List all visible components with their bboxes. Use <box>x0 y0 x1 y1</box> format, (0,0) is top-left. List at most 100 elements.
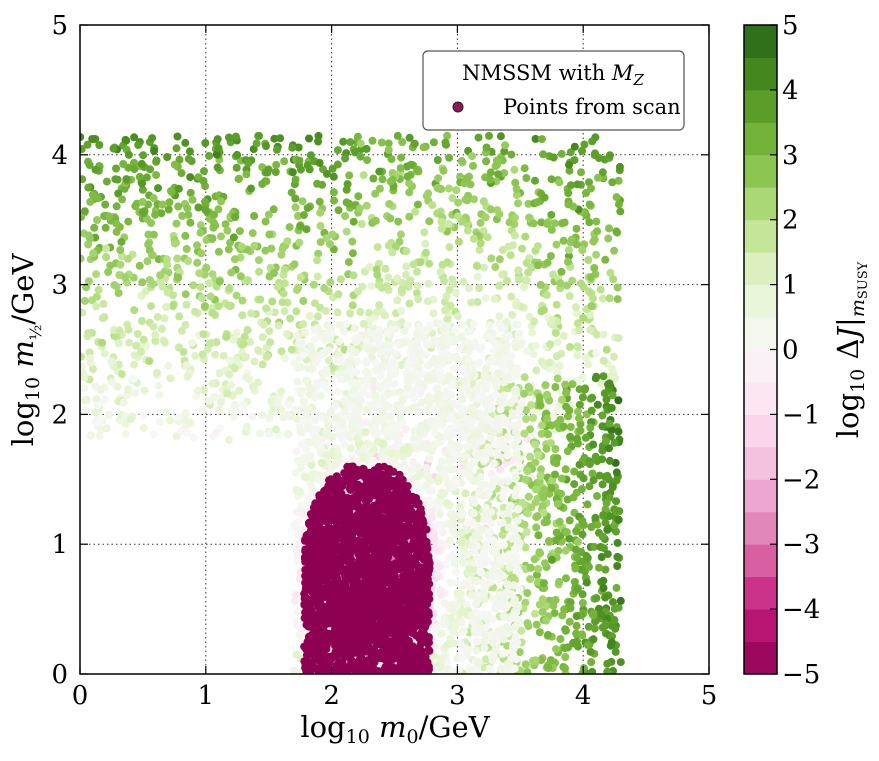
scatter-point <box>199 177 208 185</box>
scatter-point <box>444 519 453 528</box>
scatter-point <box>553 338 562 347</box>
scatter-point <box>568 380 577 389</box>
scatter-point <box>214 247 223 256</box>
scatter-point <box>365 263 374 272</box>
scatter-point <box>267 244 276 253</box>
scatter-point <box>507 150 516 159</box>
scatter-point <box>578 590 587 599</box>
scatter-point <box>584 256 593 264</box>
scatter-point <box>347 356 356 365</box>
scatter-point <box>588 393 597 402</box>
scatter-point <box>209 223 218 232</box>
scatter-point <box>560 605 569 614</box>
scatter-point <box>615 162 624 171</box>
scatter-point <box>500 612 509 621</box>
scatter-point <box>504 432 512 441</box>
scatter-point <box>286 412 295 421</box>
scatter-point <box>371 216 380 225</box>
scatter-point <box>475 245 484 254</box>
scatter-point <box>233 150 242 159</box>
scatter-point <box>440 324 448 333</box>
scatter-point <box>236 272 245 281</box>
scatter-point <box>445 243 454 252</box>
scatter-point <box>317 458 326 467</box>
scatter-point <box>561 664 569 673</box>
scatter-point <box>112 202 121 211</box>
scatter-point <box>472 608 480 617</box>
scatter-point <box>168 302 177 310</box>
scatter-point <box>572 629 581 638</box>
scatter-point <box>614 515 623 524</box>
scatter-point <box>502 317 511 326</box>
scatter-point <box>93 216 101 224</box>
scatter-point <box>575 460 584 469</box>
scatter-point <box>513 564 522 573</box>
scatter-point <box>214 205 223 214</box>
scatter-point <box>294 363 303 372</box>
scatter-point <box>441 448 450 457</box>
scatter-point <box>422 463 431 472</box>
scatter-point <box>130 133 139 142</box>
scatter-point <box>511 231 519 240</box>
scatter-point <box>572 612 581 621</box>
scatter-point <box>92 292 101 301</box>
scatter-point <box>498 246 507 254</box>
scatter-point <box>352 337 361 346</box>
scatter-point <box>608 178 617 187</box>
scatter-point <box>470 195 478 204</box>
scatter-point <box>445 153 454 162</box>
scatter-point <box>423 297 432 306</box>
scatter-point <box>598 294 607 303</box>
scatter-point <box>259 320 268 329</box>
scatter-point <box>457 538 466 547</box>
scatter-point <box>382 282 391 290</box>
scatter-point <box>616 404 625 413</box>
scatter-point <box>553 499 562 508</box>
scatter-point <box>589 635 598 644</box>
scatter-point <box>593 227 602 236</box>
scatter-point <box>521 660 530 669</box>
scatter-point <box>384 241 393 250</box>
scatter-point <box>550 458 558 466</box>
scatter-point <box>152 171 161 179</box>
scatter-point <box>80 254 85 263</box>
scatter-point <box>612 476 621 485</box>
scatter-point <box>514 199 522 208</box>
scatter-point <box>114 339 123 348</box>
scatter-point <box>543 414 551 423</box>
scatter-point <box>94 285 103 294</box>
scatter-point <box>605 224 613 233</box>
scatter-point <box>387 419 396 428</box>
scatter-point <box>210 210 218 219</box>
scatter-point <box>148 280 157 288</box>
scatter-point <box>247 184 255 193</box>
scatter-point <box>302 445 311 454</box>
scatter-point <box>208 379 217 388</box>
scatter-point <box>321 335 330 344</box>
scatter-point <box>513 485 522 493</box>
scatter-point <box>484 443 493 452</box>
scatter-point <box>482 623 491 632</box>
scatter-point <box>576 279 585 288</box>
scatter-point <box>596 285 605 294</box>
scatter-point <box>590 235 599 244</box>
scatter-point <box>481 213 490 222</box>
scatter-point <box>486 205 495 214</box>
scatter-point <box>600 544 608 553</box>
scatter-point <box>565 160 573 169</box>
scatter-point <box>322 430 331 439</box>
scatter-point <box>501 418 510 427</box>
scatter-point <box>253 378 262 387</box>
scatter-point <box>613 538 622 547</box>
scatter-point <box>295 517 304 525</box>
scatter-point <box>591 452 600 461</box>
scatter-point <box>80 352 85 361</box>
scatter-point <box>503 276 511 285</box>
scatter-point <box>288 143 297 152</box>
scatter-point <box>606 268 615 277</box>
scatter-point <box>615 507 624 516</box>
scatter-point <box>431 423 440 432</box>
scatter-point <box>232 163 241 172</box>
scatter-point <box>468 152 476 161</box>
scatter-point <box>463 550 472 559</box>
